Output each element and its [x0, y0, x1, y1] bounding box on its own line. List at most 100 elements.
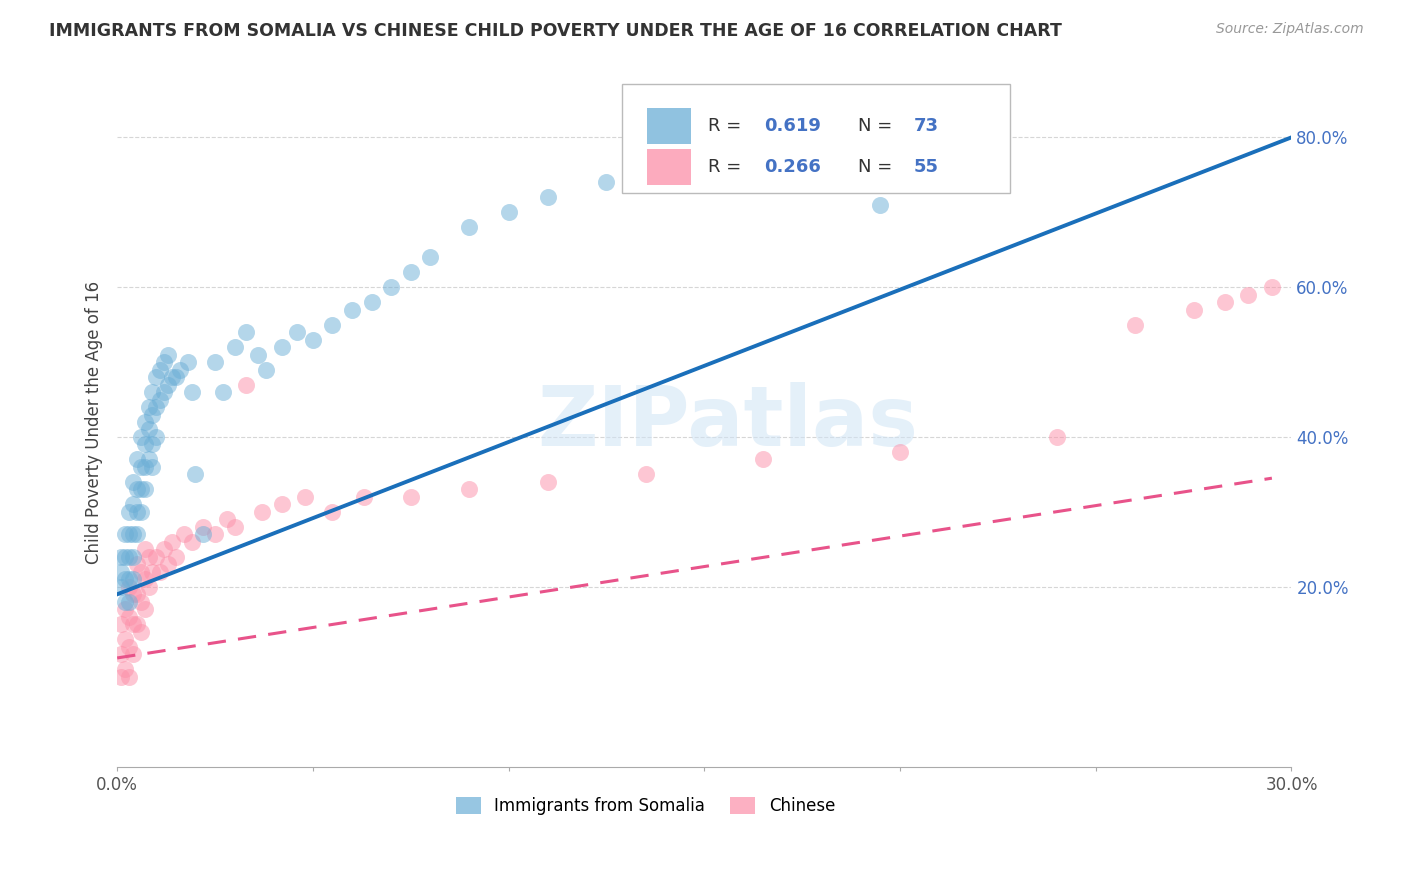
Point: [1237, 287, 1260, 301]
Point: [193, 520, 215, 534]
Point: [204, 355, 226, 369]
Point: [153, 385, 176, 400]
Point: [114, 662, 136, 676]
Point: [138, 452, 160, 467]
Point: [121, 617, 143, 632]
Point: [114, 549, 136, 564]
Point: [114, 527, 136, 541]
Point: [129, 483, 152, 497]
Point: [118, 670, 141, 684]
Point: [121, 497, 143, 511]
Point: [141, 385, 163, 400]
Point: [165, 549, 187, 564]
Point: [118, 580, 141, 594]
Point: [270, 497, 292, 511]
Text: ZIPatlas: ZIPatlas: [537, 382, 918, 462]
Point: [118, 505, 141, 519]
Point: [1123, 318, 1146, 332]
Text: 73: 73: [914, 117, 938, 135]
Point: [458, 483, 481, 497]
Text: 0.619: 0.619: [765, 117, 821, 135]
Point: [145, 430, 167, 444]
Point: [149, 362, 172, 376]
Point: [138, 400, 160, 414]
Point: [118, 595, 141, 609]
Point: [157, 377, 180, 392]
Point: [634, 467, 657, 482]
Point: [110, 580, 132, 594]
Point: [134, 542, 156, 557]
Point: [165, 370, 187, 384]
Point: [141, 459, 163, 474]
Point: [134, 459, 156, 474]
Point: [125, 483, 148, 497]
Point: [180, 534, 202, 549]
Point: [498, 205, 520, 219]
Point: [138, 549, 160, 564]
Point: [129, 624, 152, 639]
Point: [285, 325, 308, 339]
Point: [235, 377, 257, 392]
Point: [129, 459, 152, 474]
Point: [321, 505, 343, 519]
Point: [419, 250, 441, 264]
Point: [118, 640, 141, 654]
Point: [141, 408, 163, 422]
Point: [114, 595, 136, 609]
Point: [114, 632, 136, 647]
Point: [654, 168, 676, 182]
Y-axis label: Child Poverty Under the Age of 16: Child Poverty Under the Age of 16: [86, 280, 103, 564]
Point: [1213, 295, 1236, 310]
Point: [360, 295, 382, 310]
Point: [129, 505, 152, 519]
Point: [134, 483, 156, 497]
Point: [270, 340, 292, 354]
Point: [138, 422, 160, 436]
Point: [110, 617, 132, 632]
Point: [537, 475, 560, 489]
Point: [235, 325, 257, 339]
Point: [1045, 430, 1067, 444]
Point: [134, 415, 156, 429]
Point: [193, 527, 215, 541]
Legend: Immigrants from Somalia, Chinese: Immigrants from Somalia, Chinese: [449, 789, 844, 823]
Point: [141, 437, 163, 451]
Point: [869, 198, 891, 212]
Point: [110, 549, 132, 564]
Point: [247, 348, 270, 362]
Point: [595, 175, 617, 189]
Point: [399, 490, 422, 504]
Bar: [647, 108, 692, 144]
Point: [149, 565, 172, 579]
Point: [224, 340, 246, 354]
Point: [254, 362, 277, 376]
Point: [149, 392, 172, 407]
Point: [118, 572, 141, 586]
Point: [121, 587, 143, 601]
Point: [145, 549, 167, 564]
Text: 55: 55: [914, 158, 938, 176]
Point: [537, 190, 560, 204]
Point: [353, 490, 375, 504]
Bar: [647, 149, 692, 185]
Point: [157, 348, 180, 362]
Point: [110, 647, 132, 661]
Point: [125, 587, 148, 601]
Point: [160, 534, 183, 549]
Point: [134, 602, 156, 616]
Point: [157, 558, 180, 572]
Text: N =: N =: [858, 158, 898, 176]
Point: [118, 527, 141, 541]
Point: [125, 617, 148, 632]
Point: [340, 302, 363, 317]
Point: [121, 647, 143, 661]
Point: [118, 549, 141, 564]
Text: R =: R =: [707, 158, 747, 176]
Point: [250, 505, 273, 519]
Point: [173, 527, 195, 541]
Point: [160, 370, 183, 384]
Point: [129, 430, 152, 444]
Text: N =: N =: [858, 117, 898, 135]
Text: 0.266: 0.266: [765, 158, 821, 176]
Point: [153, 542, 176, 557]
